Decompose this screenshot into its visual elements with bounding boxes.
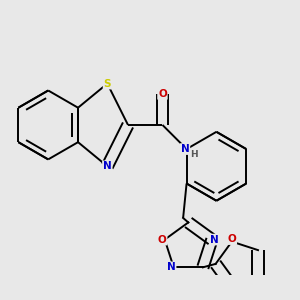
Text: N: N [167,262,176,272]
Text: O: O [227,234,236,244]
Text: O: O [158,235,167,244]
Text: N: N [181,144,189,154]
Text: H: H [190,150,198,159]
Text: O: O [158,89,167,99]
Text: S: S [103,79,111,88]
Text: N: N [210,235,219,244]
Text: N: N [103,161,112,171]
